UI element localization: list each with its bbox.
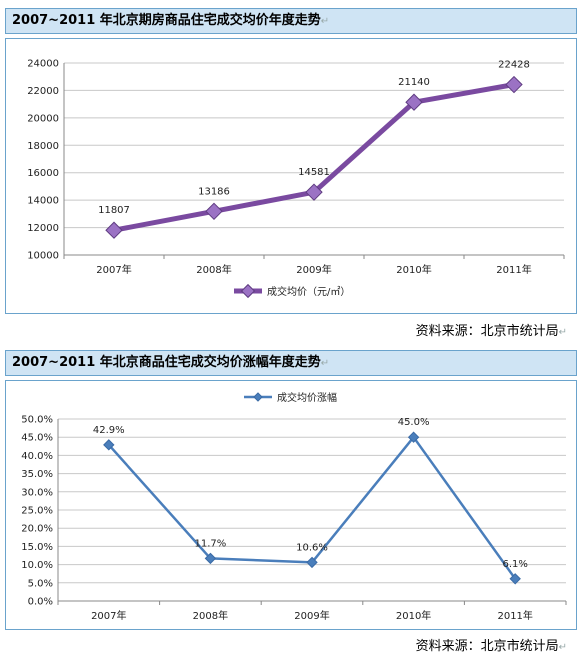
chart1-section: 2007~2011 年北京期房商品住宅成交均价年度走势↵ 10000 12000 1… bbox=[5, 8, 577, 343]
x-tick-label: 2009年 bbox=[294, 609, 329, 622]
y-tick-label: 35.0% bbox=[21, 469, 53, 480]
data-point-marker bbox=[509, 573, 521, 585]
y-tick-label: 25.0% bbox=[21, 506, 53, 517]
y-tick-label: 24000 bbox=[27, 59, 59, 70]
chart2-section: 2007~2011 年北京商品住宅成交均价涨幅年度走势↵ 0.0% 5.0% 10.… bbox=[5, 350, 577, 655]
y-tick-label: 30.0% bbox=[21, 487, 53, 498]
legend-marker bbox=[253, 392, 263, 402]
chart1-source-text: 资料来源：北京市统计局 bbox=[415, 324, 559, 339]
chart1-title: 2007~2011 年北京期房商品住宅成交均价年度走势 bbox=[12, 13, 321, 28]
x-tick-label: 2011年 bbox=[496, 263, 531, 276]
y-tick-label: 15.0% bbox=[21, 542, 53, 553]
data-point-marker bbox=[205, 202, 223, 221]
data-point-marker bbox=[305, 183, 323, 201]
y-tick-label: 14000 bbox=[27, 196, 59, 207]
data-label: 10.6% bbox=[296, 542, 328, 553]
chart1-svg: 10000 12000 14000 16000 18000 20000 22000 24000… bbox=[27, 59, 565, 299]
x-tick-label: 2010年 bbox=[396, 609, 431, 622]
chart2-title-bar: 2007~2011 年北京商品住宅成交均价涨幅年度走势↵ bbox=[5, 350, 577, 376]
legend-label: 成交均价（元/㎡） bbox=[267, 285, 350, 298]
x-tick-label: 2007年 bbox=[96, 263, 131, 276]
y-tick-label: 18000 bbox=[27, 141, 59, 152]
data-point-marker bbox=[405, 93, 423, 111]
chart1-source: 资料来源：北京市统计局↵ bbox=[416, 320, 567, 339]
data-point-marker bbox=[306, 556, 318, 569]
y-tick-label: 20000 bbox=[27, 113, 59, 124]
y-tick-label: 12000 bbox=[27, 223, 59, 234]
data-label: 6.1% bbox=[502, 559, 527, 570]
x-tick-label: 2011年 bbox=[497, 609, 532, 622]
legend-marker bbox=[240, 283, 256, 299]
data-point-marker bbox=[505, 75, 523, 94]
x-tick-label: 2008年 bbox=[196, 263, 231, 276]
data-label: 21140 bbox=[398, 77, 430, 88]
y-tick-label: 0.0% bbox=[28, 597, 53, 608]
data-point-marker bbox=[204, 552, 217, 565]
y-tick-label: 50.0% bbox=[21, 415, 53, 426]
data-label: 13186 bbox=[198, 186, 230, 197]
y-tick-label: 10.0% bbox=[21, 560, 53, 571]
x-tick-label: 2010年 bbox=[396, 263, 431, 276]
x-tick-label: 2009年 bbox=[296, 263, 331, 276]
y-tick-label: 40.0% bbox=[21, 451, 53, 462]
data-point-marker bbox=[105, 221, 123, 239]
data-label: 14581 bbox=[298, 167, 330, 178]
x-tick-label: 2007年 bbox=[91, 609, 126, 622]
data-label: 22428 bbox=[498, 60, 530, 71]
data-label: 11.7% bbox=[195, 538, 227, 549]
y-tick-label: 16000 bbox=[27, 168, 59, 179]
chart1-title-bar: 2007~2011 年北京期房商品住宅成交均价年度走势↵ bbox=[5, 8, 577, 34]
legend-label: 成交均价涨幅 bbox=[277, 391, 337, 404]
data-point-marker bbox=[407, 431, 420, 443]
data-label: 42.9% bbox=[93, 425, 125, 436]
chart2-title: 2007~2011 年北京商品住宅成交均价涨幅年度走势 bbox=[12, 355, 321, 370]
y-tick-label: 5.0% bbox=[28, 578, 53, 589]
x-tick-label: 2008年 bbox=[193, 609, 228, 622]
paragraph-mark-icon: ↵ bbox=[320, 358, 330, 369]
data-label: 11807 bbox=[98, 205, 130, 216]
paragraph-mark-icon: ↵ bbox=[558, 642, 567, 653]
y-tick-label: 20.0% bbox=[21, 524, 53, 535]
y-tick-label: 45.0% bbox=[21, 433, 53, 444]
chart2-source-text: 资料来源：北京市统计局 bbox=[415, 639, 559, 654]
paragraph-mark-icon: ↵ bbox=[320, 16, 330, 27]
y-tick-label: 22000 bbox=[27, 86, 59, 97]
data-label: 45.0% bbox=[398, 417, 430, 428]
y-tick-label: 10000 bbox=[27, 251, 59, 262]
series-line bbox=[113, 82, 515, 233]
chart2-svg: 0.0% 5.0% 10.0% 15.0% 20.0% 25.0% 30.0% 35.0% 40… bbox=[21, 391, 567, 622]
chart2-source: 资料来源：北京市统计局↵ bbox=[416, 635, 567, 654]
data-point-marker bbox=[103, 439, 115, 451]
paragraph-mark-icon: ↵ bbox=[558, 327, 567, 338]
chart1-plot-box: 10000 12000 14000 16000 18000 20000 22000 24000… bbox=[5, 38, 577, 314]
chart2-plot-box: 0.0% 5.0% 10.0% 15.0% 20.0% 25.0% 30.0% 35.0% 40… bbox=[5, 380, 577, 630]
